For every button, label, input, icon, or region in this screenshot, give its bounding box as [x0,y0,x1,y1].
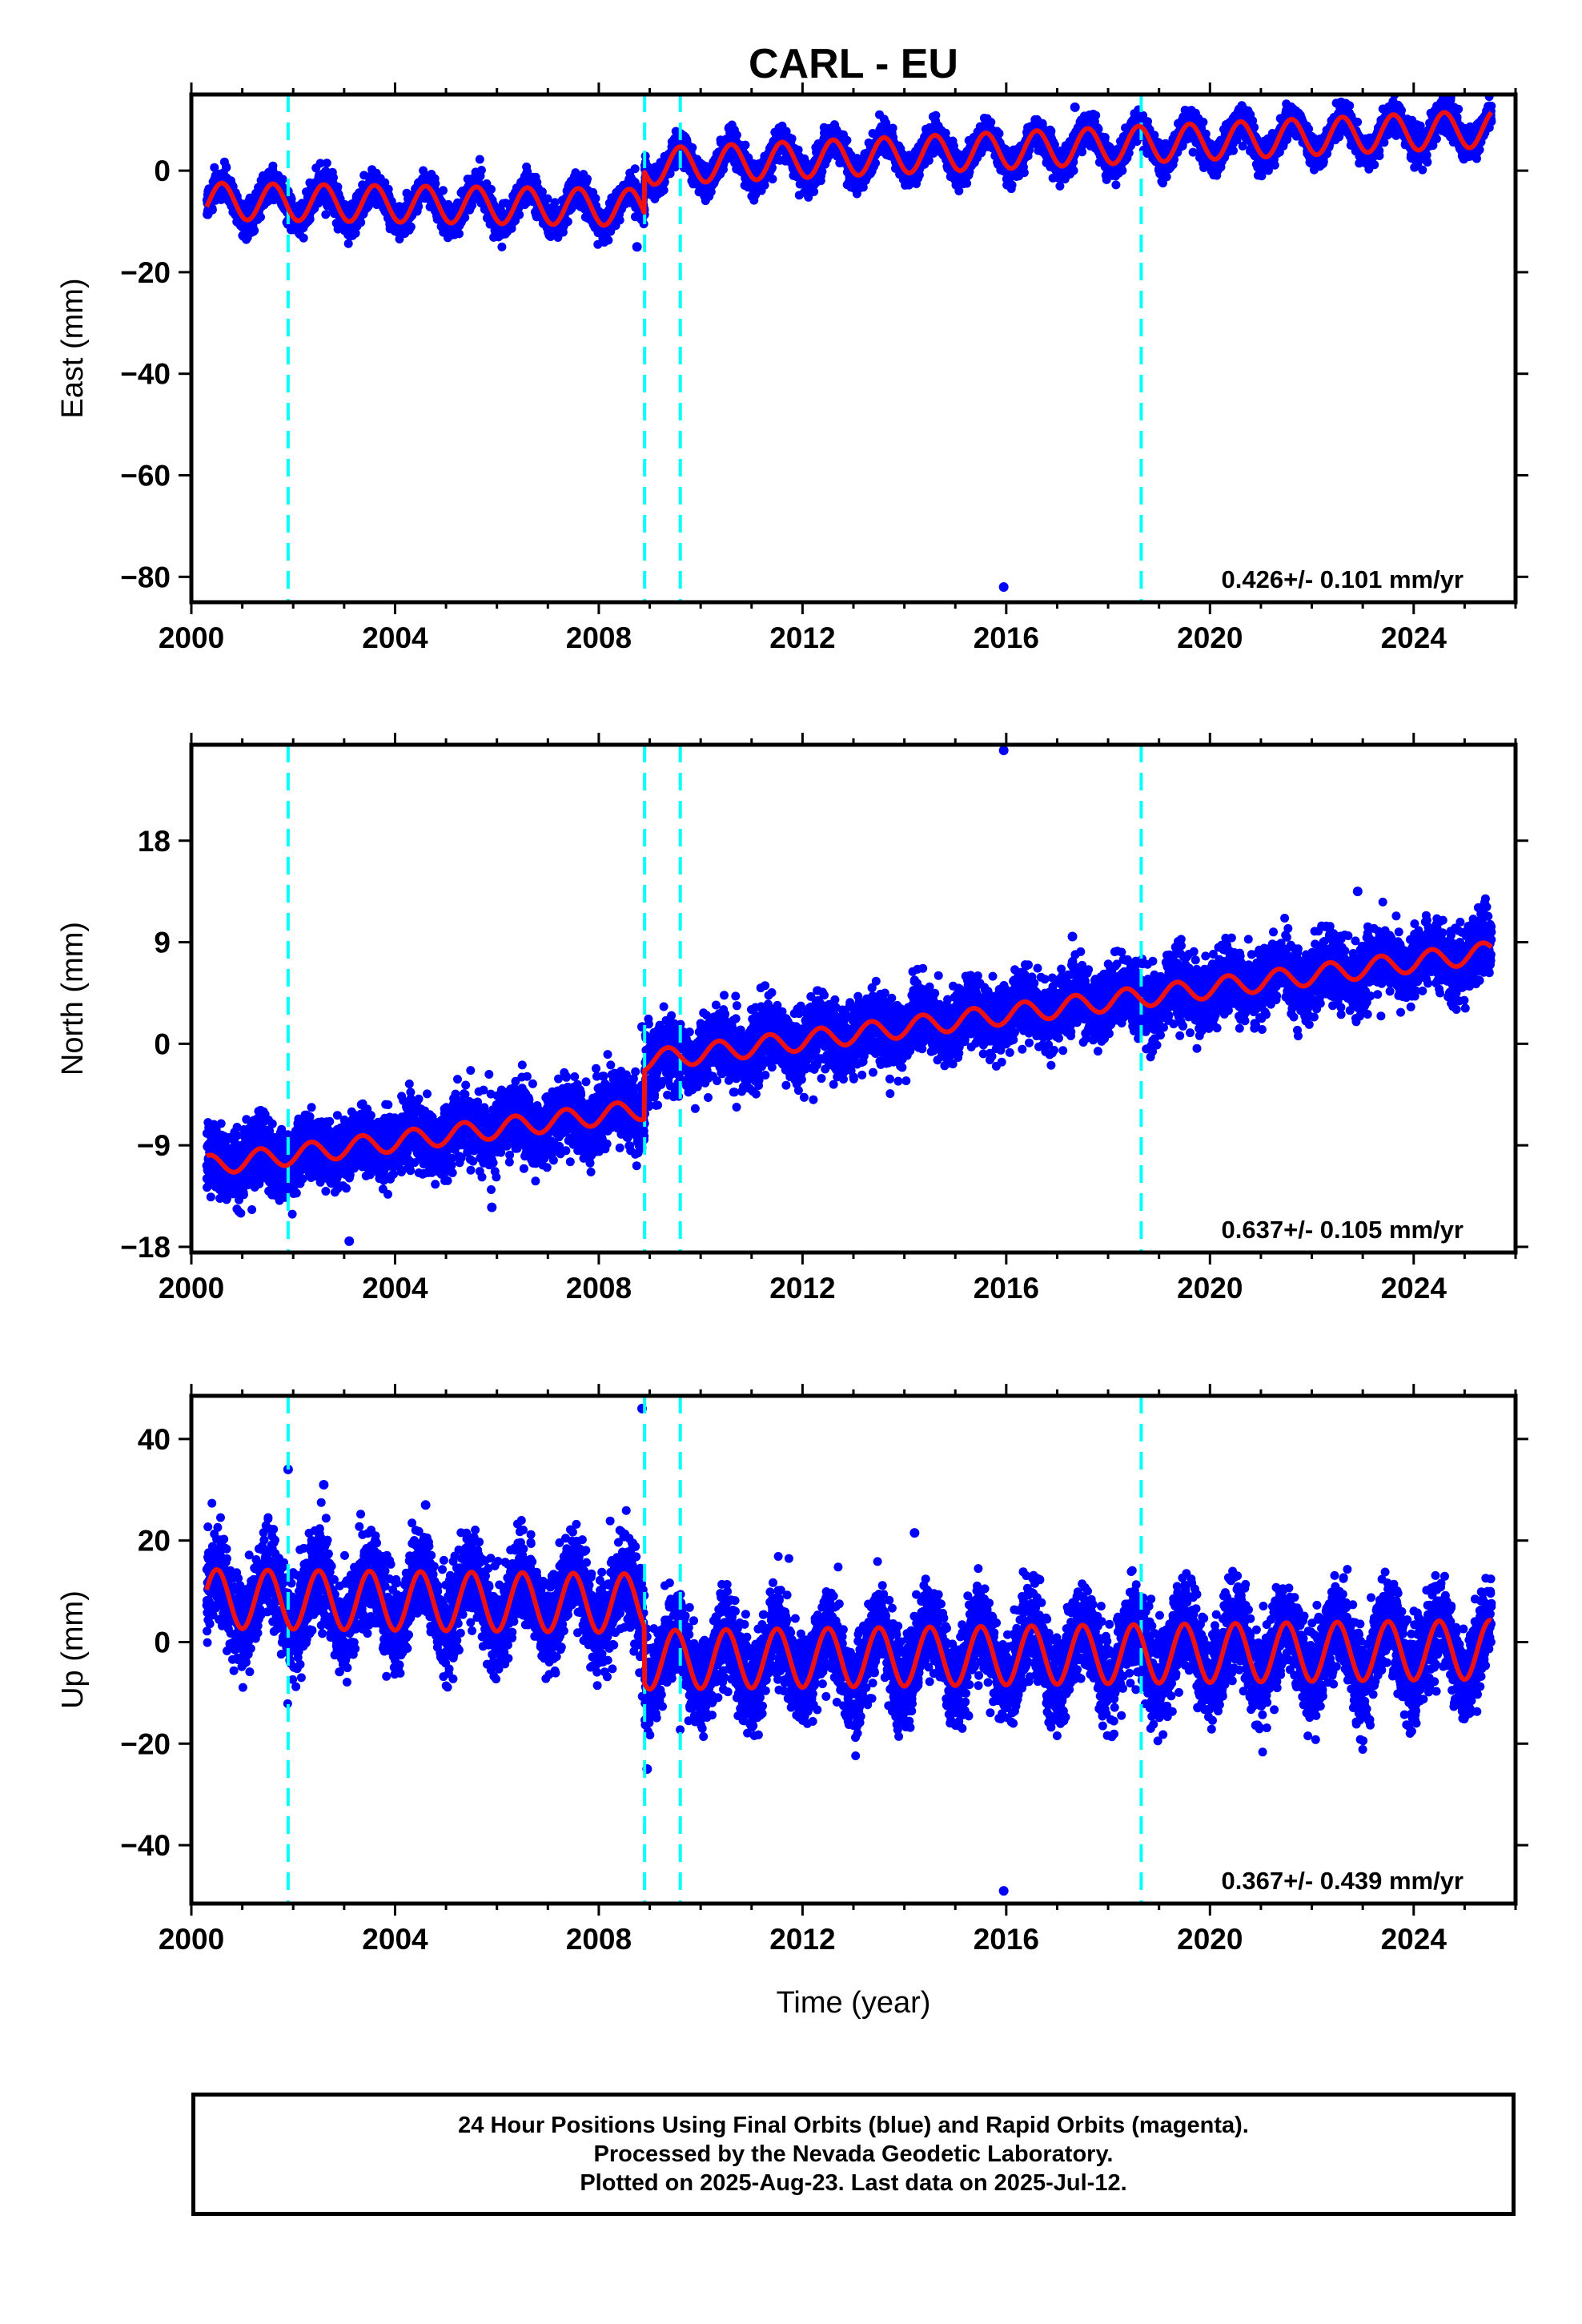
data-point [591,194,600,203]
data-point [222,163,231,172]
data-point [455,229,464,239]
data-point [476,166,486,175]
panel-east: 2000 2004 2008 2012 2016 2020 20240−20−40−60−8… [56,82,1528,654]
data-point [604,235,613,245]
data-point [406,222,416,231]
data-point [741,140,750,150]
data-point [287,195,296,203]
data-point [842,135,852,145]
data-point [431,179,440,188]
data-point [487,184,496,194]
data-point [515,210,524,219]
data-point [207,205,217,215]
data-point [439,186,448,195]
data-point [688,143,697,152]
data-point [333,182,343,191]
data-point [250,226,259,235]
data-point [888,123,897,133]
data-point [256,212,265,222]
data-point [322,159,331,168]
data-point [278,175,287,184]
data-point [563,217,572,227]
data-point [787,134,797,143]
data-point [615,215,624,225]
data-point [305,215,315,224]
data-point [343,239,353,248]
data-point [210,163,219,172]
data-point [732,131,741,140]
data-point [321,210,331,219]
data-point [299,233,308,243]
data-point [871,159,880,168]
east-plot-area [202,94,1496,602]
data-point [268,161,278,171]
data-point [497,242,507,251]
figure-title: CARL - EU [749,41,958,87]
data-point [475,155,484,164]
data-point [630,164,640,174]
data-point [768,175,777,184]
data-point [583,174,592,183]
